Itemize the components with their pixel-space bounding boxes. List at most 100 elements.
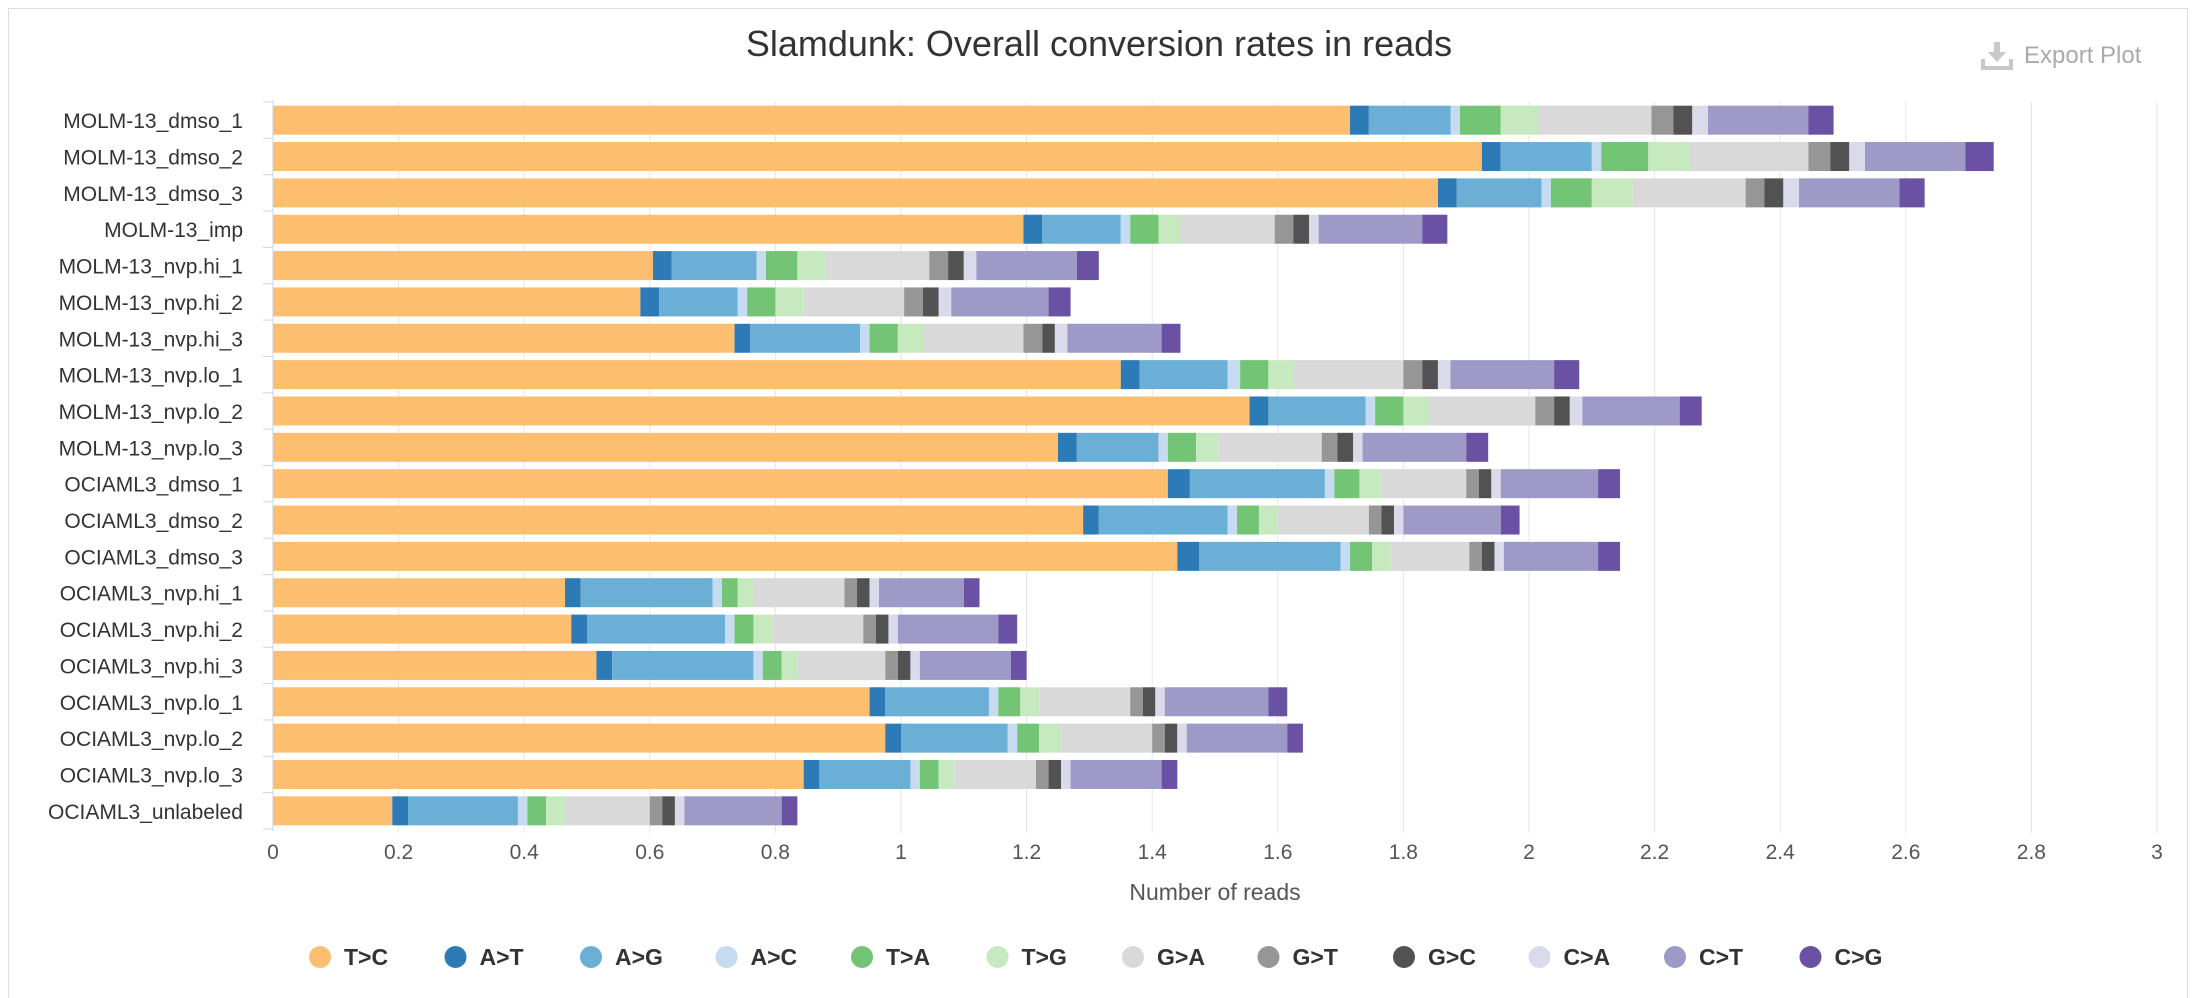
bar-segment-MOLM-13_nvp.hi_1-G>T[interactable] xyxy=(929,251,949,281)
bar-segment-OCIAML3_nvp.hi_1-C>G[interactable] xyxy=(963,578,980,608)
bar-segment-OCIAML3_nvp.hi_1-G>A[interactable] xyxy=(753,578,845,608)
bar-segment-OCIAML3_nvp.hi_2-A>G[interactable] xyxy=(587,614,726,644)
bar-segment-MOLM-13_imp-A>G[interactable] xyxy=(1042,214,1121,244)
bar-segment-OCIAML3_nvp.lo_2-G>C[interactable] xyxy=(1164,723,1178,753)
bar-segment-MOLM-13_dmso_3-A>T[interactable] xyxy=(1437,178,1457,208)
bar-segment-OCIAML3_dmso_1-T>C[interactable] xyxy=(273,469,1168,499)
bar-segment-MOLM-13_nvp.lo_2-G>C[interactable] xyxy=(1554,396,1570,426)
bar-segment-MOLM-13_nvp.hi_1-C>A[interactable] xyxy=(963,251,977,281)
bar-segment-MOLM-13_dmso_2-T>C[interactable] xyxy=(273,142,1482,172)
bar-segment-MOLM-13_imp-T>G[interactable] xyxy=(1158,214,1181,244)
bar-segment-MOLM-13_dmso_2-A>T[interactable] xyxy=(1481,142,1501,172)
bar-segment-OCIAML3_dmso_3-G>C[interactable] xyxy=(1481,541,1495,571)
bar-segment-MOLM-13_nvp.hi_3-C>T[interactable] xyxy=(1067,323,1162,353)
bar-segment-OCIAML3_nvp.lo_2-T>G[interactable] xyxy=(1039,723,1062,753)
bar-segment-MOLM-13_nvp.hi_1-G>C[interactable] xyxy=(948,251,964,281)
bar-segment-OCIAML3_dmso_3-A>G[interactable] xyxy=(1199,541,1341,571)
bar-segment-MOLM-13_nvp.lo_1-C>T[interactable] xyxy=(1450,360,1555,390)
bar-segment-MOLM-13_imp-T>A[interactable] xyxy=(1130,214,1159,244)
bar-segment-MOLM-13_nvp.lo_3-G>A[interactable] xyxy=(1218,432,1322,462)
bar-segment-OCIAML3_nvp.hi_2-G>T[interactable] xyxy=(863,614,876,644)
bar-segment-MOLM-13_nvp.lo_3-A>C[interactable] xyxy=(1158,432,1168,462)
bar-segment-MOLM-13_dmso_1-G>C[interactable] xyxy=(1673,105,1693,135)
bar-segment-OCIAML3_nvp.lo_2-A>T[interactable] xyxy=(885,723,901,753)
legend-marker-G>C[interactable] xyxy=(1393,946,1415,968)
bar-segment-OCIAML3_nvp.hi_1-T>C[interactable] xyxy=(273,578,566,608)
bar-segment-MOLM-13_nvp.lo_2-G>T[interactable] xyxy=(1535,396,1555,426)
bar-segment-OCIAML3_dmso_1-T>G[interactable] xyxy=(1359,469,1382,499)
bar-segment-OCIAML3_nvp.lo_3-G>T[interactable] xyxy=(1036,759,1049,789)
bar-segment-OCIAML3_nvp.hi_2-C>A[interactable] xyxy=(888,614,898,644)
legend-marker-T>C[interactable] xyxy=(309,946,331,968)
bar-segment-OCIAML3_nvp.hi_3-A>T[interactable] xyxy=(596,650,613,680)
bar-segment-OCIAML3_nvp.hi_1-T>A[interactable] xyxy=(722,578,738,608)
bar-segment-OCIAML3_nvp.lo_2-T>A[interactable] xyxy=(1017,723,1040,753)
bar-segment-MOLM-13_imp-A>T[interactable] xyxy=(1023,214,1043,244)
bar-segment-OCIAML3_dmso_3-G>A[interactable] xyxy=(1390,541,1470,571)
bar-segment-OCIAML3_nvp.lo_1-T>C[interactable] xyxy=(273,687,870,717)
bar-segment-MOLM-13_nvp.hi_1-C>T[interactable] xyxy=(976,251,1077,281)
bar-segment-OCIAML3_unlabeled-G>T[interactable] xyxy=(649,796,663,826)
bar-segment-OCIAML3_nvp.hi_1-G>C[interactable] xyxy=(857,578,870,608)
bar-segment-OCIAML3_nvp.lo_2-G>T[interactable] xyxy=(1152,723,1165,753)
bar-segment-MOLM-13_nvp.lo_2-C>G[interactable] xyxy=(1679,396,1702,426)
bar-segment-MOLM-13_dmso_3-T>C[interactable] xyxy=(273,178,1438,208)
bar-segment-MOLM-13_dmso_2-G>A[interactable] xyxy=(1689,142,1809,172)
bar-segment-MOLM-13_dmso_2-G>T[interactable] xyxy=(1808,142,1831,172)
bar-segment-MOLM-13_dmso_1-A>G[interactable] xyxy=(1368,105,1451,135)
bar-segment-MOLM-13_imp-G>T[interactable] xyxy=(1274,214,1294,244)
bar-segment-OCIAML3_nvp.hi_3-G>A[interactable] xyxy=(797,650,886,680)
bar-segment-MOLM-13_nvp.hi_1-G>A[interactable] xyxy=(825,251,930,281)
bar-segment-MOLM-13_dmso_2-C>A[interactable] xyxy=(1849,142,1865,172)
bar-segment-MOLM-13_nvp.lo_1-T>C[interactable] xyxy=(273,360,1121,390)
bar-segment-MOLM-13_nvp.lo_3-G>C[interactable] xyxy=(1337,432,1354,462)
bar-segment-MOLM-13_dmso_1-A>C[interactable] xyxy=(1450,105,1460,135)
bar-segment-MOLM-13_dmso_2-T>A[interactable] xyxy=(1601,142,1649,172)
legend-marker-A>T[interactable] xyxy=(444,946,467,968)
bar-segment-MOLM-13_nvp.lo_3-C>T[interactable] xyxy=(1362,432,1467,462)
bar-segment-OCIAML3_dmso_3-T>G[interactable] xyxy=(1372,541,1391,571)
bar-segment-MOLM-13_nvp.hi_2-T>G[interactable] xyxy=(775,287,804,317)
bar-segment-OCIAML3_nvp.hi_2-G>A[interactable] xyxy=(772,614,864,644)
bar-segment-MOLM-13_dmso_2-C>T[interactable] xyxy=(1864,142,1966,172)
bar-segment-OCIAML3_dmso_3-A>C[interactable] xyxy=(1340,541,1351,571)
bar-segment-OCIAML3_nvp.lo_1-C>G[interactable] xyxy=(1268,687,1288,717)
bar-segment-MOLM-13_imp-T>C[interactable] xyxy=(273,214,1024,244)
bar-segment-MOLM-13_dmso_3-C>A[interactable] xyxy=(1783,178,1800,208)
bar-segment-MOLM-13_dmso_3-G>C[interactable] xyxy=(1764,178,1784,208)
bar-segment-MOLM-13_nvp.lo_3-C>A[interactable] xyxy=(1353,432,1363,462)
bar-segment-OCIAML3_nvp.lo_2-C>A[interactable] xyxy=(1177,723,1187,753)
bar-segment-OCIAML3_nvp.hi_2-T>C[interactable] xyxy=(273,614,572,644)
bar-segment-MOLM-13_nvp.lo_2-T>G[interactable] xyxy=(1403,396,1429,426)
bar-segment-OCIAML3_dmso_1-G>T[interactable] xyxy=(1466,469,1479,499)
bar-segment-MOLM-13_nvp.hi_2-C>G[interactable] xyxy=(1048,287,1071,317)
bar-segment-OCIAML3_nvp.lo_3-T>G[interactable] xyxy=(938,759,955,789)
bar-segment-MOLM-13_nvp.lo_2-A>G[interactable] xyxy=(1268,396,1366,426)
bar-segment-MOLM-13_dmso_3-A>G[interactable] xyxy=(1456,178,1542,208)
bar-segment-MOLM-13_dmso_1-T>G[interactable] xyxy=(1500,105,1539,135)
bar-segment-OCIAML3_dmso_2-T>C[interactable] xyxy=(273,505,1084,535)
bar-segment-OCIAML3_dmso_1-C>G[interactable] xyxy=(1598,469,1621,499)
bar-segment-MOLM-13_dmso_2-C>G[interactable] xyxy=(1965,142,1994,172)
bar-segment-MOLM-13_nvp.lo_3-A>G[interactable] xyxy=(1076,432,1159,462)
bar-segment-OCIAML3_nvp.lo_1-A>T[interactable] xyxy=(869,687,886,717)
bar-segment-MOLM-13_imp-C>T[interactable] xyxy=(1318,214,1423,244)
bar-segment-OCIAML3_dmso_3-T>C[interactable] xyxy=(273,541,1178,571)
bar-segment-OCIAML3_dmso_2-G>C[interactable] xyxy=(1381,505,1394,535)
bar-segment-MOLM-13_nvp.hi_3-G>T[interactable] xyxy=(1023,323,1043,353)
bar-segment-OCIAML3_unlabeled-C>A[interactable] xyxy=(674,796,685,826)
bar-segment-OCIAML3_nvp.hi_1-G>T[interactable] xyxy=(844,578,858,608)
bar-segment-OCIAML3_nvp.hi_1-A>C[interactable] xyxy=(712,578,723,608)
bar-segment-MOLM-13_nvp.lo_3-T>G[interactable] xyxy=(1196,432,1219,462)
bar-segment-OCIAML3_nvp.lo_3-A>T[interactable] xyxy=(803,759,820,789)
bar-segment-OCIAML3_dmso_1-C>T[interactable] xyxy=(1500,469,1599,499)
bar-segment-MOLM-13_dmso_3-G>A[interactable] xyxy=(1632,178,1746,208)
bar-segment-MOLM-13_nvp.hi_3-G>C[interactable] xyxy=(1042,323,1055,353)
bar-segment-OCIAML3_dmso_2-A>G[interactable] xyxy=(1098,505,1228,535)
bar-segment-MOLM-13_dmso_3-T>A[interactable] xyxy=(1550,178,1592,208)
bar-segment-MOLM-13_nvp.hi_3-C>G[interactable] xyxy=(1161,323,1181,353)
bar-segment-OCIAML3_unlabeled-C>G[interactable] xyxy=(781,796,798,826)
bar-segment-OCIAML3_nvp.hi_3-T>G[interactable] xyxy=(781,650,798,680)
bar-segment-OCIAML3_nvp.lo_2-C>T[interactable] xyxy=(1186,723,1288,753)
bar-segment-OCIAML3_nvp.lo_3-C>A[interactable] xyxy=(1061,759,1071,789)
